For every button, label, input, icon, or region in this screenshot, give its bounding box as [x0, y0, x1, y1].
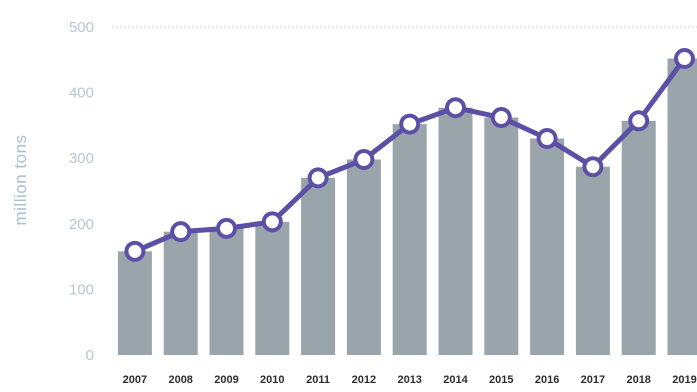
data-point [676, 50, 693, 67]
x-tick-label: 2017 [581, 374, 605, 386]
data-point [126, 243, 143, 260]
bar [255, 222, 289, 355]
bar [347, 160, 381, 355]
data-point [447, 99, 464, 116]
bar [576, 167, 610, 355]
x-tick-label: 2013 [397, 374, 421, 386]
y-tick-label: 200 [69, 216, 94, 233]
x-tick-label: 2014 [443, 374, 468, 386]
y-tick-label: 500 [69, 19, 94, 36]
x-tick-label: 2012 [352, 374, 376, 386]
x-tick-label: 2011 [306, 374, 330, 386]
bar [668, 58, 697, 355]
data-point [355, 151, 372, 168]
x-tick-label: 2016 [535, 374, 559, 386]
data-point [539, 130, 556, 147]
x-tick-label: 2009 [214, 374, 238, 386]
bar [530, 139, 564, 355]
data-point [584, 158, 601, 175]
y-tick-label: 400 [69, 85, 94, 102]
x-tick-label: 2007 [123, 374, 147, 386]
data-point [630, 112, 647, 129]
bar [439, 108, 473, 355]
bars-layer [118, 58, 697, 355]
bar [393, 124, 427, 355]
x-tick-label: 2019 [672, 374, 696, 386]
x-tick-label: 2010 [260, 374, 284, 386]
data-point [218, 220, 235, 237]
data-point [401, 116, 418, 133]
bar [118, 251, 152, 355]
y-tick-label: 0 [86, 347, 94, 364]
x-tick-label: 2018 [626, 374, 650, 386]
data-point [493, 109, 510, 126]
bar [210, 228, 244, 355]
bar [301, 178, 335, 355]
bar [484, 118, 518, 355]
bar [622, 121, 656, 355]
y-tick-label: 100 [69, 281, 94, 298]
y-tick-label: 300 [69, 150, 94, 167]
data-point [172, 223, 189, 240]
data-point [264, 213, 281, 230]
x-axis-ticks: 2007 2008 2009 2010 2011 2012 2013 2014 2015 2016… [123, 374, 697, 386]
x-tick-label: 2015 [489, 374, 513, 386]
data-point [310, 169, 327, 186]
x-tick-label: 2008 [168, 374, 192, 386]
y-axis-label: million tons [11, 134, 30, 225]
bar [164, 232, 198, 355]
y-axis-ticks: 0 100 200 300 400 500 [69, 19, 94, 364]
